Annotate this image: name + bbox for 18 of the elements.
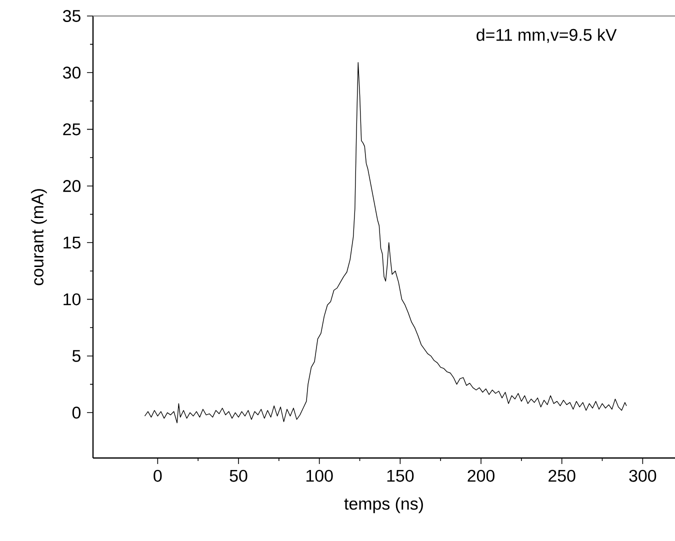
y-tick-label: 30 — [62, 66, 81, 79]
y-tick-label: 10 — [64, 293, 81, 306]
y-tick-label: 5 — [72, 350, 80, 362]
x-tick-label: 300 — [629, 470, 656, 482]
x-tick-label: 0 — [154, 470, 162, 482]
x-tick-label: 150 — [387, 470, 414, 482]
x-tick-label: 50 — [230, 470, 248, 482]
x-tick-label: 100 — [306, 470, 333, 482]
y-axis-title: courant (mA) — [31, 189, 47, 286]
y-tick-label: 15 — [64, 236, 80, 249]
y-tick-label: 25 — [63, 123, 80, 136]
y-tick-label: 0 — [72, 406, 81, 419]
x-tick-label: 200 — [468, 470, 494, 482]
x-tick-label: 250 — [548, 470, 576, 482]
annotation: d=11 mm,v=9.5 kV — [476, 28, 617, 43]
y-tick-label: 35 — [62, 10, 80, 22]
x-axis-title: temps (ns) — [344, 497, 423, 514]
y-tick-label: 20 — [63, 180, 81, 192]
